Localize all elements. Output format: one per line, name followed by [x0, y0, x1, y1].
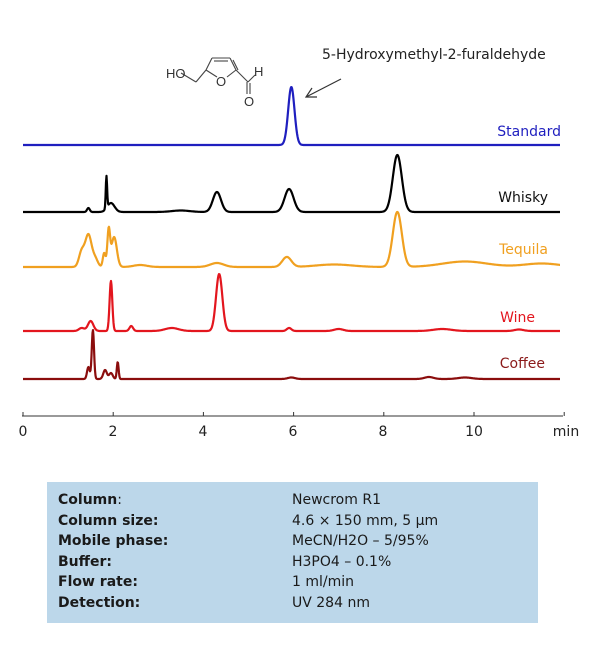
- x-axis-unit: min: [553, 424, 579, 440]
- x-tick-6: 6: [289, 424, 298, 440]
- condition-value: 1 ml/min: [292, 574, 355, 590]
- trace-label-coffee: Coffee: [500, 356, 545, 372]
- compound-annotation: 5-Hydroxymethyl-2-furaldehyde: [322, 47, 546, 63]
- arrow-icon: [304, 78, 342, 98]
- condition-key: Flow rate:: [58, 574, 138, 590]
- x-tick-0: 0: [19, 424, 28, 440]
- condition-value: 4.6 × 150 mm, 5 µm: [292, 512, 439, 529]
- x-tick-2: 2: [109, 424, 118, 440]
- condition-key: Detection:: [58, 594, 141, 611]
- chromatogram-chart: HO O H O 5-Hydroxymethyl-2-furaldehyde S…: [19, 47, 580, 440]
- condition-key: Column: [58, 492, 118, 508]
- conditions-table: Column: Newcrom R1 Column size: 4.6 × 15…: [47, 482, 538, 623]
- condition-sep: :: [117, 492, 122, 508]
- trace-coffee: [22, 329, 561, 381]
- condition-value: MeCN/H2O – 5/95%: [292, 533, 429, 549]
- trace-label-standard: Standard: [497, 124, 561, 140]
- condition-value: H3PO4 – 0.1%: [292, 553, 392, 570]
- x-tick-8: 8: [379, 424, 388, 440]
- x-tick-10: 10: [465, 424, 483, 440]
- condition-key: Column size:: [58, 512, 159, 529]
- condition-row-buffer: Buffer: H3PO4 – 0.1%: [58, 552, 538, 573]
- x-tick-4: 4: [199, 424, 208, 440]
- trace-label-wine: Wine: [500, 310, 535, 326]
- x-axis: 0 2 4 6 8 10 min: [19, 412, 579, 440]
- condition-row-column: Column: Newcrom R1: [58, 490, 538, 511]
- condition-value: Newcrom R1: [292, 492, 381, 508]
- trace-wine: [22, 273, 561, 333]
- condition-row-mobile-phase: Mobile phase: MeCN/H2O – 5/95%: [58, 531, 538, 552]
- mol-h-label: H: [254, 64, 263, 79]
- condition-row-flow-rate: Flow rate: 1 ml/min: [58, 572, 538, 593]
- trace-label-tequila: Tequila: [498, 242, 548, 258]
- hmf-structure-icon: [180, 57, 256, 94]
- condition-value: UV 284 nm: [292, 594, 370, 611]
- mol-ring-o-label: O: [216, 74, 226, 89]
- condition-row-column-size: Column size: 4.6 × 150 mm, 5 µm: [58, 511, 538, 532]
- trace-label-whisky: Whisky: [498, 190, 548, 206]
- trace-standard: [22, 86, 561, 147]
- trace-tequila: [22, 210, 561, 269]
- condition-key: Buffer:: [58, 553, 112, 570]
- condition-key: Mobile phase:: [58, 533, 169, 549]
- trace-whisky: [22, 153, 561, 214]
- condition-row-detection: Detection: UV 284 nm: [58, 593, 538, 614]
- traces-group: [22, 86, 561, 381]
- mol-carbonyl-o-label: O: [244, 94, 254, 109]
- mol-ho-label: HO: [166, 66, 186, 81]
